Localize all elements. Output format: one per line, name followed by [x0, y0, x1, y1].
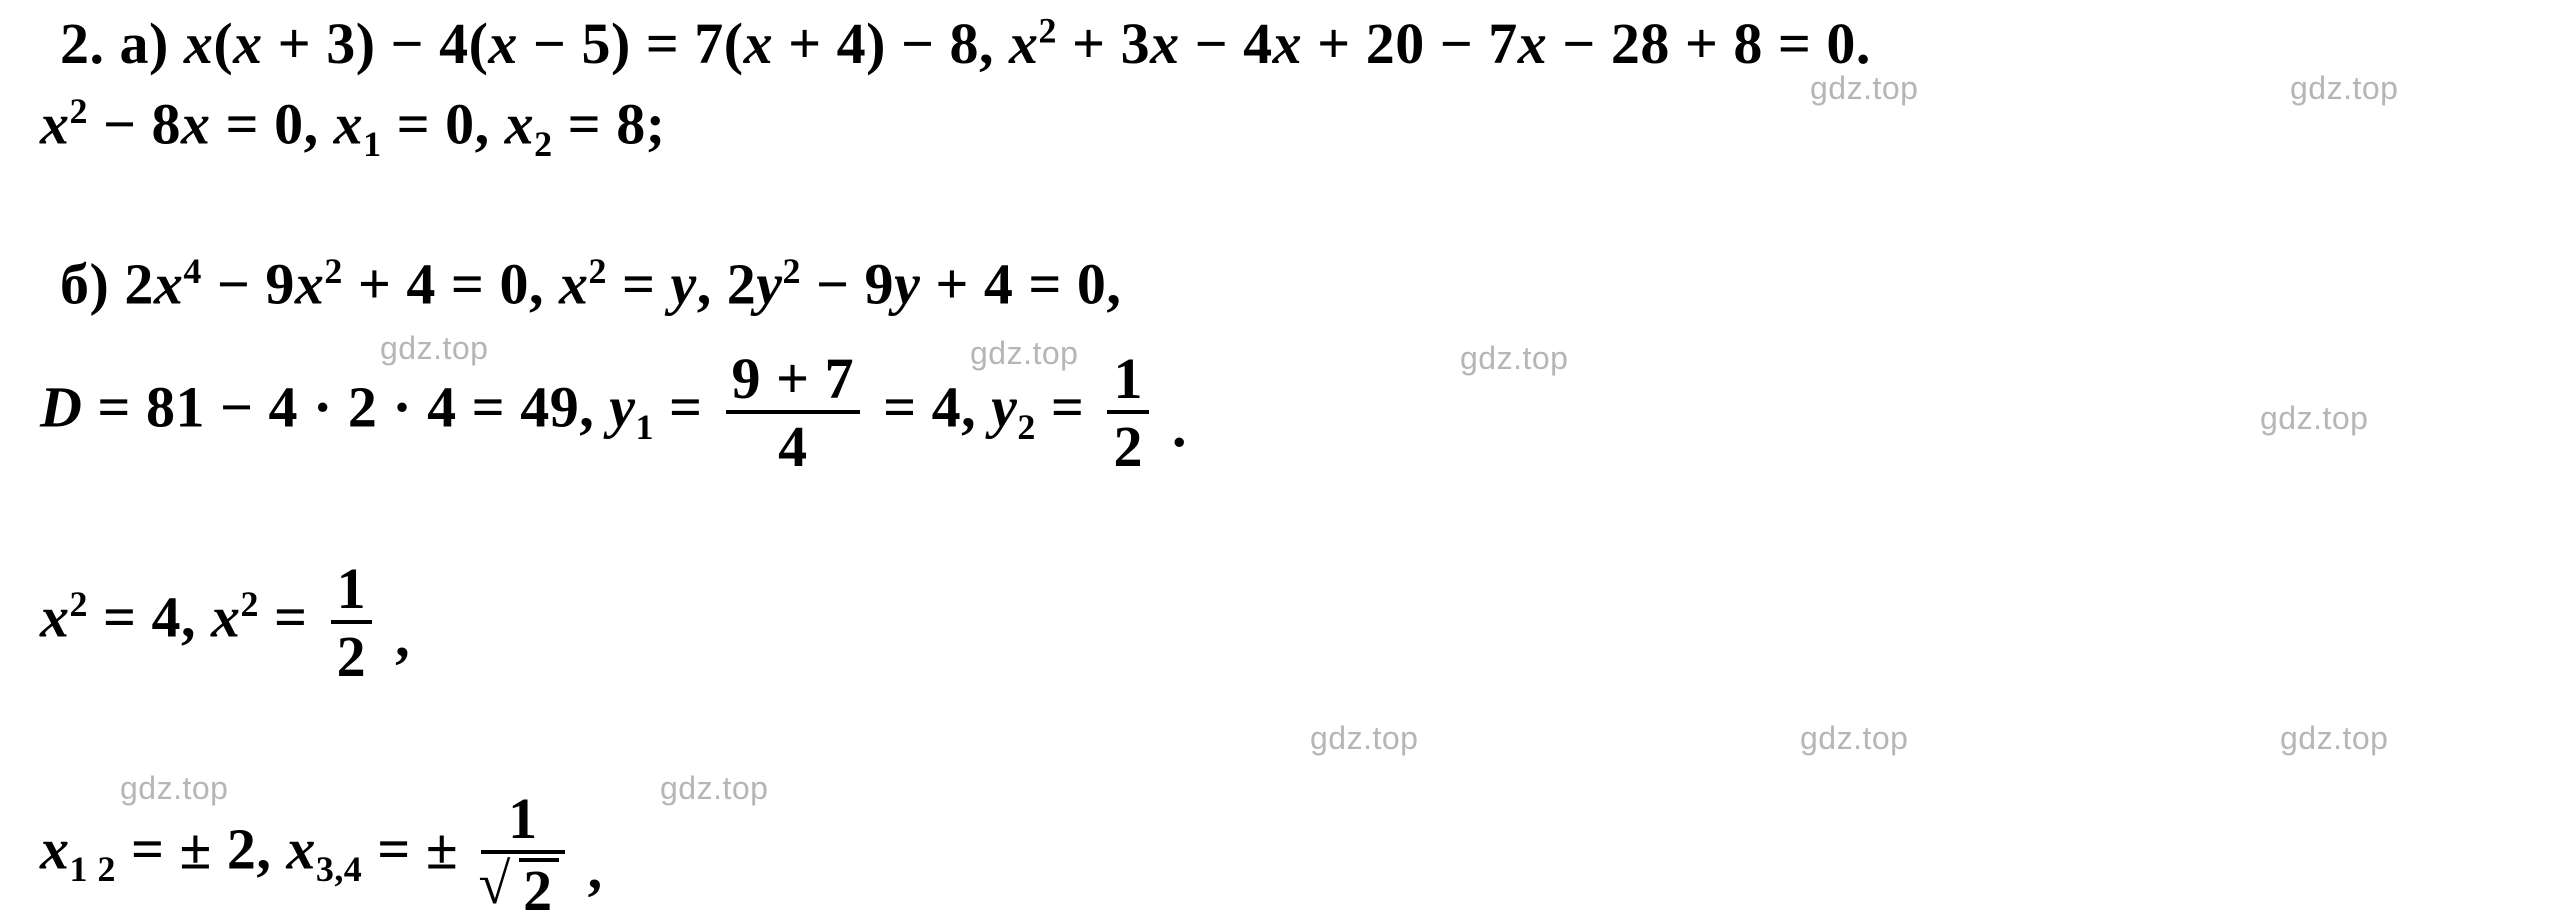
equation-line-2: x2 − 8x = 0, x1 = 0, x2 = 8;: [40, 90, 666, 165]
watermark-text: gdz.top: [1460, 340, 1568, 377]
equation-line-3: б) 2x4 − 9x2 + 4 = 0, x2 = y, 2y2 − 9y +…: [60, 250, 1121, 317]
watermark-text: gdz.top: [120, 770, 228, 807]
sqrt-icon: 2: [487, 858, 558, 913]
eq-l1: 2. а) x(x + 3) − 4(x − 5) = 7(x + 4) − 8…: [60, 11, 1871, 76]
watermark-text: gdz.top: [1310, 720, 1418, 757]
equation-line-1: 2. а) x(x + 3) − 4(x − 5) = 7(x + 4) − 8…: [60, 10, 1871, 77]
fraction-1-over-2-a: 1 2: [1105, 350, 1151, 476]
watermark-text: gdz.top: [1800, 720, 1908, 757]
fraction-1-over-sqrt2: 1 2: [479, 790, 566, 913]
watermark-text: gdz.top: [660, 770, 768, 807]
watermark-text: gdz.top: [1810, 70, 1918, 107]
watermark-text: gdz.top: [2290, 70, 2398, 107]
fraction-1-over-2-b: 1 2: [329, 560, 375, 686]
math-solution-page: 2. а) x(x + 3) − 4(x − 5) = 7(x + 4) − 8…: [0, 0, 2570, 913]
equation-line-6: x1 2 = ± 2, x3,4 = ± 1 2 ,: [40, 790, 603, 913]
watermark-text: gdz.top: [970, 335, 1078, 372]
watermark-text: gdz.top: [2280, 720, 2388, 757]
watermark-text: gdz.top: [380, 330, 488, 367]
watermark-text: gdz.top: [2260, 400, 2368, 437]
equation-line-5: x2 = 4, x2 = 1 2 ,: [40, 560, 410, 686]
fraction-9plus7-over-4: 9 + 7 4: [724, 350, 863, 476]
